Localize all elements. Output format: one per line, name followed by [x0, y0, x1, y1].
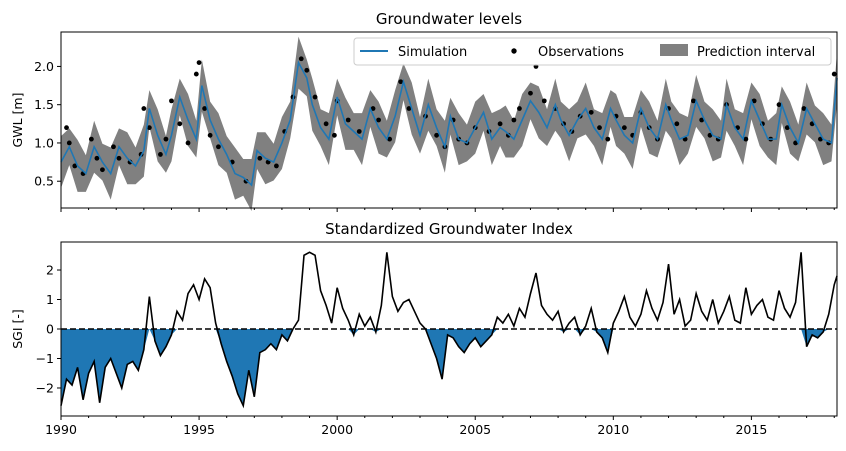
observation-point — [345, 117, 351, 123]
observation-point — [831, 71, 837, 77]
sgi-xtick-label: 2015 — [735, 422, 767, 437]
observation-point — [406, 106, 412, 111]
gwl-plot-area — [60, 36, 838, 212]
sgi-ytick-label: 1 — [46, 292, 54, 307]
sgi-ytick-label: 2 — [46, 263, 54, 278]
sgi-xtick-label: 1990 — [45, 422, 77, 437]
sgi-xticks: 1990 1995 2000 2005 2010 2015 — [45, 416, 835, 437]
sgi-negative-fill — [61, 329, 837, 406]
sgi-ytick-label: −2 — [36, 380, 54, 395]
observation-point — [257, 155, 263, 161]
observation-point — [793, 140, 798, 146]
observation-point — [743, 136, 749, 142]
observation-point — [511, 117, 517, 123]
gwl-ylabel: GWL [m] — [10, 93, 25, 148]
sgi-axes-frame — [60, 241, 838, 417]
gwl-panel: Groundwater levels GWL [m] 0.51.01.52.0 … — [10, 10, 838, 212]
observation-point — [177, 121, 183, 127]
gwl-xticks — [60, 208, 835, 212]
observation-point — [312, 94, 318, 100]
observation-point — [818, 136, 823, 142]
simulation-line — [60, 60, 838, 187]
observation-point — [356, 129, 362, 134]
observation-point — [216, 144, 221, 150]
observation-point — [94, 155, 100, 161]
observation-point — [751, 98, 757, 104]
observation-point — [116, 155, 122, 161]
sgi-plot-area — [60, 251, 838, 409]
observation-point — [434, 132, 439, 138]
observation-point — [597, 125, 602, 131]
observation-point — [88, 136, 94, 142]
observation-point — [274, 163, 279, 169]
observation-point — [146, 125, 152, 131]
observation-point — [323, 121, 329, 127]
sgi-ytick-label: 0 — [46, 322, 54, 337]
sgi-title: Standardized Groundwater Index — [325, 220, 573, 238]
observation-point — [376, 117, 381, 123]
gwl-ytick-label: 2.0 — [34, 59, 54, 74]
observation-point — [801, 106, 807, 111]
observation-point — [588, 109, 594, 115]
legend-interval-label: Prediction interval — [697, 45, 815, 60]
observation-point — [64, 125, 69, 131]
observation-point — [202, 106, 208, 111]
sgi-xtick-label: 2005 — [459, 422, 491, 437]
gwl-axes-frame — [60, 31, 838, 209]
observation-point — [528, 90, 533, 96]
observation-point — [207, 132, 213, 138]
legend-simulation-label: Simulation — [398, 45, 467, 60]
gwl-ytick-label: 1.5 — [34, 97, 54, 112]
sgi-ytick-label: −1 — [36, 351, 54, 366]
observation-point — [163, 136, 169, 142]
observation-point — [193, 71, 199, 77]
gwl-title: Groundwater levels — [376, 10, 522, 28]
observation-point — [497, 121, 503, 127]
observation-point — [621, 125, 627, 131]
observation-point — [699, 117, 705, 123]
sgi-ylabel: SGI [-] — [10, 309, 25, 349]
observation-point — [158, 152, 163, 157]
sgi-xtick-label: 2000 — [321, 422, 353, 437]
observation-point — [541, 98, 547, 104]
gwl-ytick-label: 0.5 — [34, 174, 54, 189]
sgi-yticks: −2 −1 0 1 2 — [36, 263, 61, 395]
observation-point — [185, 140, 191, 146]
observation-point — [809, 121, 815, 127]
observation-point — [707, 132, 713, 138]
observation-point — [674, 121, 680, 127]
observation-point — [111, 144, 116, 150]
observation-point — [196, 60, 202, 66]
gwl-yticks: 0.5 1.0 1.5 2.0 — [34, 59, 61, 189]
observation-point — [517, 106, 522, 111]
observation-point — [72, 163, 78, 169]
legend-observations-label: Observations — [538, 45, 624, 60]
observation-point — [605, 136, 611, 142]
legend-observations-swatch — [511, 48, 517, 54]
sgi-xtick-label: 1995 — [183, 422, 215, 437]
observation-point — [370, 106, 376, 111]
observation-point — [141, 106, 147, 111]
observation-point — [387, 136, 393, 142]
observation-point — [169, 98, 174, 104]
observation-point — [100, 167, 105, 173]
observation-point — [304, 67, 310, 73]
legend-box — [353, 37, 832, 66]
observation-point — [331, 132, 337, 138]
observation-point — [690, 98, 696, 104]
sgi-panel: Standardized Groundwater Index SGI [-] −… — [10, 220, 838, 437]
gwl-ytick-label: 1.0 — [34, 135, 54, 150]
gwl-legend: Simulation Observations Prediction inter… — [353, 37, 832, 66]
observation-point — [398, 79, 404, 85]
observation-point — [66, 140, 72, 146]
sgi-line — [60, 251, 838, 409]
observation-point — [776, 102, 782, 108]
observation-point — [784, 125, 790, 131]
observation-point — [298, 56, 304, 62]
sgi-xtick-label: 2010 — [597, 422, 629, 437]
legend-interval-swatch — [660, 44, 688, 56]
